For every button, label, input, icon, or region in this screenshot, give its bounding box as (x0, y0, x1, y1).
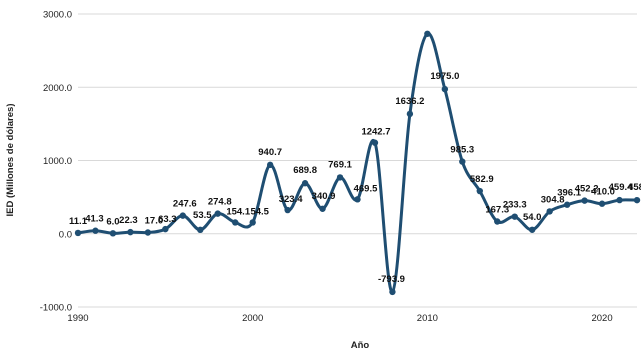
y-tick-labels: 3000.0 2000.0 1000.0 0.0 -1000.0 (40, 10, 72, 314)
data-label: 1242.7 (361, 127, 390, 138)
data-point (424, 30, 431, 37)
data-label: 458.5 (628, 182, 641, 193)
data-point (633, 196, 641, 204)
data-point (441, 85, 449, 93)
data-label: 582.9 (470, 174, 494, 185)
data-point (406, 110, 414, 118)
data-point (144, 229, 152, 236)
data-label: 6.0 (106, 216, 119, 227)
data-point (284, 206, 291, 214)
data-label: 304.8 (541, 194, 565, 205)
y-tick-label: 1000.0 (43, 156, 72, 167)
data-label: -793.9 (378, 274, 405, 285)
data-point (319, 205, 326, 212)
data-label: 1975.0 (430, 71, 459, 82)
data-label: 274.8 (208, 197, 232, 208)
data-point (92, 227, 99, 234)
data-label: 167.3 (485, 204, 509, 215)
data-label: 410.0 (591, 187, 615, 198)
data-points (74, 30, 641, 296)
data-point (494, 218, 501, 225)
data-point (546, 208, 553, 215)
data-label: 11.1 (69, 216, 88, 227)
data-label: 396.1 (557, 188, 581, 199)
data-label: 41.3 (85, 214, 104, 225)
data-point (581, 197, 588, 204)
data-point (109, 230, 117, 237)
x-tick-label: 2000 (242, 313, 263, 324)
data-label: 154.1 (226, 206, 250, 217)
data-label: 769.1 (328, 159, 352, 170)
data-label: 323.4 (279, 194, 303, 205)
data-point (371, 139, 379, 146)
data-label: 469.5 (354, 183, 378, 194)
data-point (249, 219, 256, 226)
data-point (179, 212, 187, 219)
data-point (598, 200, 606, 207)
y-tick-label: 2000.0 (43, 83, 72, 94)
data-label: 459.4 (609, 182, 633, 193)
data-point (336, 174, 344, 181)
series-line (76, 32, 639, 294)
data-label: 340.9 (312, 191, 336, 202)
data-point (528, 226, 536, 233)
data-point (354, 196, 361, 203)
data-point (266, 161, 274, 169)
data-point (563, 201, 571, 208)
data-label: 247.6 (173, 199, 197, 210)
data-label: 22.3 (119, 215, 138, 226)
data-label: 985.3 (450, 145, 474, 156)
data-point (74, 229, 82, 237)
data-point (197, 226, 204, 234)
x-tick-label: 1990 (67, 313, 88, 324)
data-point (162, 225, 169, 233)
gridlines (78, 13, 637, 308)
data-label: 1636.2 (395, 96, 424, 107)
data-point (459, 158, 466, 165)
data-point (511, 213, 518, 220)
data-point (214, 210, 221, 217)
x-tick-label: 2010 (417, 313, 438, 324)
data-labels: 11.141.3 6.0 22.3 17.063.3 247.653.5 274.8154… (69, 71, 641, 285)
data-point (389, 288, 396, 296)
data-point (476, 187, 483, 195)
data-point (232, 219, 239, 226)
data-label: 17.0 (145, 216, 164, 227)
x-tick-label: 2020 (591, 313, 612, 324)
data-label: 53.5 (193, 210, 212, 221)
y-tick-label: 0.0 (59, 229, 72, 240)
data-label: 54.0 (523, 212, 542, 223)
data-label: 233.3 (503, 200, 527, 211)
data-point (301, 180, 309, 187)
y-tick-label: 3000.0 (43, 10, 72, 21)
y-axis-title: IED (Millones de dólares) (5, 104, 16, 217)
data-point (127, 228, 134, 236)
data-label: 54.5 (250, 206, 269, 217)
x-tick-labels: 1990 2000 2010 2020 (67, 313, 612, 324)
data-point (616, 196, 623, 204)
data-label: 452.2 (575, 184, 599, 195)
data-label: 63.3 (158, 214, 177, 225)
y-tick-label: -1000.0 (40, 303, 72, 314)
data-label: 689.8 (293, 165, 317, 176)
data-label: 940.7 (258, 147, 282, 158)
x-axis-title: Año (351, 340, 370, 351)
